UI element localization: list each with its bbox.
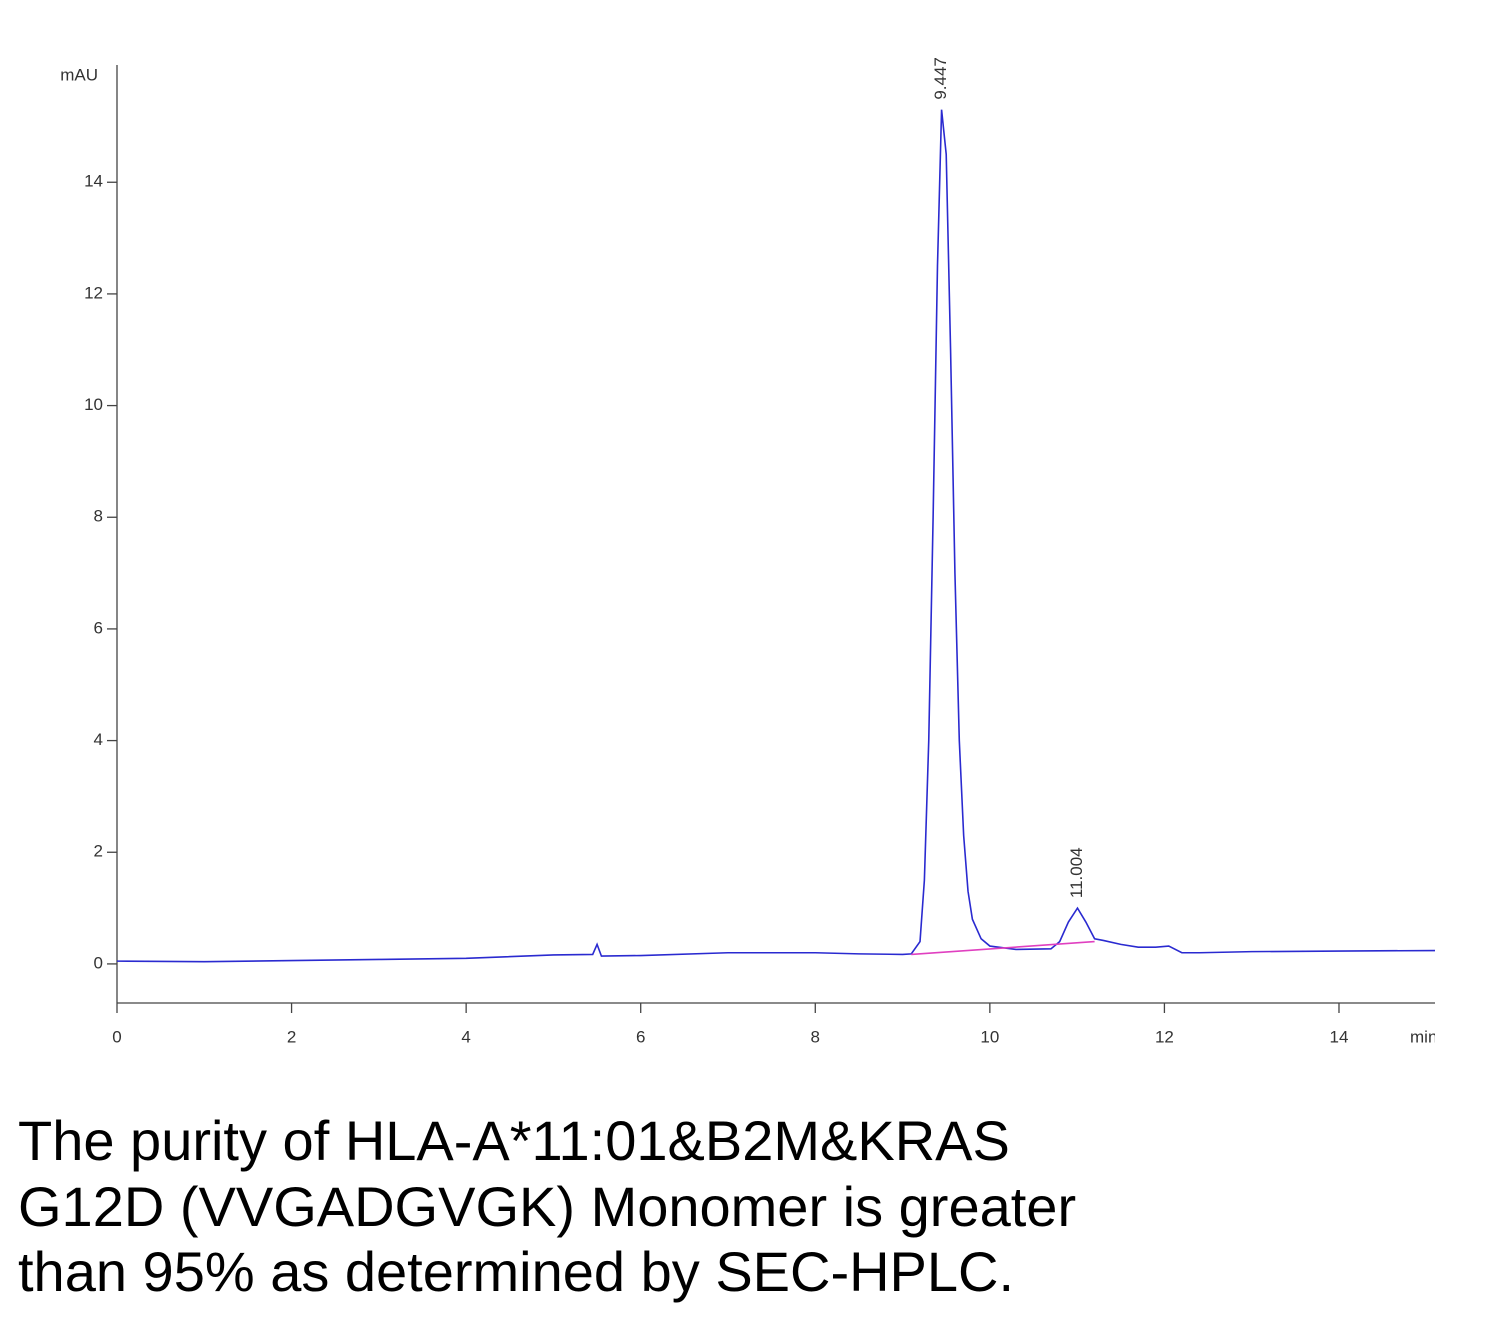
- x-tick-label: 4: [461, 1027, 470, 1046]
- series-line: [911, 940, 1095, 956]
- peak-label: 9.447: [931, 57, 950, 100]
- y-tick-label: 8: [94, 507, 103, 526]
- caption-line: G12D (VVGADGVGK) Monomer is greater: [18, 1175, 1076, 1238]
- y-tick-label: 6: [94, 618, 103, 637]
- x-tick-label: 6: [636, 1027, 645, 1046]
- y-tick-label: 2: [94, 842, 103, 861]
- caption-line: The purity of HLA-A*11:01&B2M&KRAS: [18, 1109, 1010, 1172]
- peak-label: 11.004: [1067, 847, 1086, 898]
- x-tick-label: 8: [811, 1027, 820, 1046]
- y-tick-label: 4: [94, 730, 103, 749]
- x-tick-label: 14: [1330, 1027, 1349, 1046]
- y-axis-label: mAU: [60, 65, 98, 84]
- x-tick-label: 0: [112, 1027, 121, 1046]
- y-tick-label: 10: [84, 395, 103, 414]
- x-tick-label: 12: [1155, 1027, 1174, 1046]
- x-tick-label: 10: [980, 1027, 999, 1046]
- x-tick-label: 2: [287, 1027, 296, 1046]
- x-axis-label: min: [1410, 1027, 1437, 1046]
- y-tick-label: 12: [84, 283, 103, 302]
- caption-line: than 95% as determined by SEC-HPLC.: [18, 1240, 1014, 1303]
- y-tick-label: 0: [94, 953, 103, 972]
- y-tick-label: 14: [84, 172, 103, 191]
- series-line: [116, 109, 1436, 963]
